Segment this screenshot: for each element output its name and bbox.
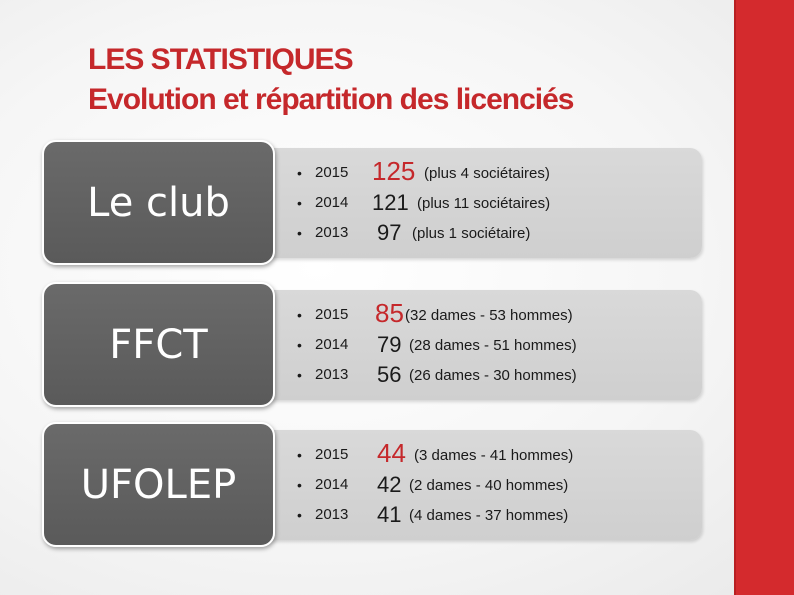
detail-box xyxy=(212,290,702,400)
bullet: • xyxy=(297,195,302,211)
detail-box xyxy=(212,430,702,540)
year: 2014 xyxy=(315,476,349,493)
title-line-2: Evolution et répartition des licenciés xyxy=(88,83,574,116)
bullet: • xyxy=(297,225,302,241)
note: (4 dames - 37 hommes) xyxy=(409,507,569,524)
year: 2013 xyxy=(315,224,349,241)
year: 2015 xyxy=(315,446,349,463)
year: 2013 xyxy=(315,506,349,523)
year: 2013 xyxy=(315,366,349,383)
year: 2014 xyxy=(315,336,349,353)
section-le-club: Le club • 2015 125 (plus 4 sociétaires) … xyxy=(42,140,702,265)
sidebar-edge xyxy=(734,0,736,595)
year: 2015 xyxy=(315,164,349,181)
note: (plus 1 sociétaire) xyxy=(412,225,531,242)
value: 85 xyxy=(375,298,404,328)
bullet: • xyxy=(297,447,302,463)
value: 42 xyxy=(377,472,402,497)
red-sidebar xyxy=(736,0,794,595)
bullet: • xyxy=(297,507,302,523)
category-box: Le club xyxy=(42,140,275,265)
note: (plus 4 sociétaires) xyxy=(424,165,550,182)
section-ufolep: UFOLEP • 2015 44 (3 dames - 41 hommes) •… xyxy=(42,422,702,547)
category-box: FFCT xyxy=(42,282,275,407)
bullet: • xyxy=(297,367,302,383)
value: 79 xyxy=(377,332,402,357)
year: 2014 xyxy=(315,194,349,211)
note: (28 dames - 51 hommes) xyxy=(409,337,577,354)
value: 41 xyxy=(377,502,402,527)
note: (32 dames - 53 hommes) xyxy=(405,307,573,324)
note: (26 dames - 30 hommes) xyxy=(409,367,577,384)
slide-title: LES STATISTIQUES Evolution et répartitio… xyxy=(88,40,574,120)
bullet: • xyxy=(297,337,302,353)
bullet: • xyxy=(297,307,302,323)
category-box: UFOLEP xyxy=(42,422,275,547)
bullet: • xyxy=(297,165,302,181)
note: (3 dames - 41 hommes) xyxy=(414,447,574,464)
note: (plus 11 sociétaires) xyxy=(417,195,551,212)
title-line-1: LES STATISTIQUES xyxy=(88,43,354,76)
detail-box xyxy=(212,148,702,258)
section-ffct: FFCT • 2015 85 (32 dames - 53 hommes) • … xyxy=(42,282,702,407)
value: 56 xyxy=(377,362,402,387)
value: 97 xyxy=(377,220,402,245)
value: 125 xyxy=(372,156,416,186)
value: 121 xyxy=(372,190,409,215)
note: (2 dames - 40 hommes) xyxy=(409,477,569,494)
year: 2015 xyxy=(315,306,349,323)
bullet: • xyxy=(297,477,302,493)
value: 44 xyxy=(377,438,406,468)
